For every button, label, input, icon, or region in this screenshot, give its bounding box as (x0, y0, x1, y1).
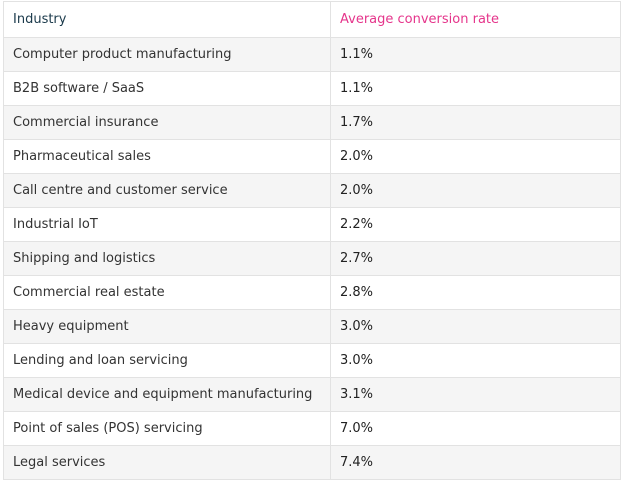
table-row: Call centre and customer service 2.0% (3, 173, 621, 208)
rate-cell: 1.1% (330, 71, 621, 106)
industry-cell: Medical device and equipment manufacturi… (3, 377, 331, 412)
rate-cell: 2.7% (330, 241, 621, 276)
industry-cell: Computer product manufacturing (3, 37, 331, 72)
industry-cell: Shipping and logistics (3, 241, 331, 276)
rate-cell: 2.2% (330, 207, 621, 242)
table-row: Lending and loan servicing 3.0% (3, 343, 621, 378)
rate-cell: 2.0% (330, 173, 621, 208)
rate-cell: 3.0% (330, 343, 621, 378)
table-row: Shipping and logistics 2.7% (3, 241, 621, 276)
industry-cell: Call centre and customer service (3, 173, 331, 208)
header-cell: Industry (3, 1, 331, 38)
table-row: Heavy equipment 3.0% (3, 309, 621, 344)
table-row: Medical device and equipment manufacturi… (3, 377, 621, 412)
rate-cell: 7.0% (330, 411, 621, 446)
table-header: Industry Average conversion rate (3, 1, 621, 38)
rate-cell: 2.0% (330, 139, 621, 174)
table-row: Point of sales (POS) servicing 7.0% (3, 411, 621, 446)
table-row: Commercial real estate 2.8% (3, 275, 621, 310)
industry-cell: Heavy equipment (3, 309, 331, 344)
industry-cell: B2B software / SaaS (3, 71, 331, 106)
industry-cell: Commercial real estate (3, 275, 331, 310)
rate-cell: 3.1% (330, 377, 621, 412)
table-row: Industrial IoT 2.2% (3, 207, 621, 242)
rate-cell: 2.8% (330, 275, 621, 310)
table-row: Commercial insurance 1.7% (3, 105, 621, 140)
table-row: B2B software / SaaS 1.1% (3, 71, 621, 106)
industry-cell: Industrial IoT (3, 207, 331, 242)
conversion-table: Industry Average conversion rate Compute… (3, 1, 621, 480)
industry-cell: Commercial insurance (3, 105, 331, 140)
table-row: Computer product manufacturing 1.1% (3, 37, 621, 72)
table-row: Pharmaceutical sales 2.0% (3, 139, 621, 174)
industry-cell: Lending and loan servicing (3, 343, 331, 378)
header-cell: Average conversion rate (330, 1, 621, 38)
rate-cell: 3.0% (330, 309, 621, 344)
industry-cell: Legal services (3, 445, 331, 480)
industry-cell: Point of sales (POS) servicing (3, 411, 331, 446)
rate-cell: 1.1% (330, 37, 621, 72)
industry-cell: Pharmaceutical sales (3, 139, 331, 174)
header-row: Industry Average conversion rate (3, 1, 621, 38)
rate-cell: 1.7% (330, 105, 621, 140)
table-body: Computer product manufacturing 1.1% B2B so… (3, 37, 621, 480)
table-row: Legal services 7.4% (3, 445, 621, 480)
rate-cell: 7.4% (330, 445, 621, 480)
